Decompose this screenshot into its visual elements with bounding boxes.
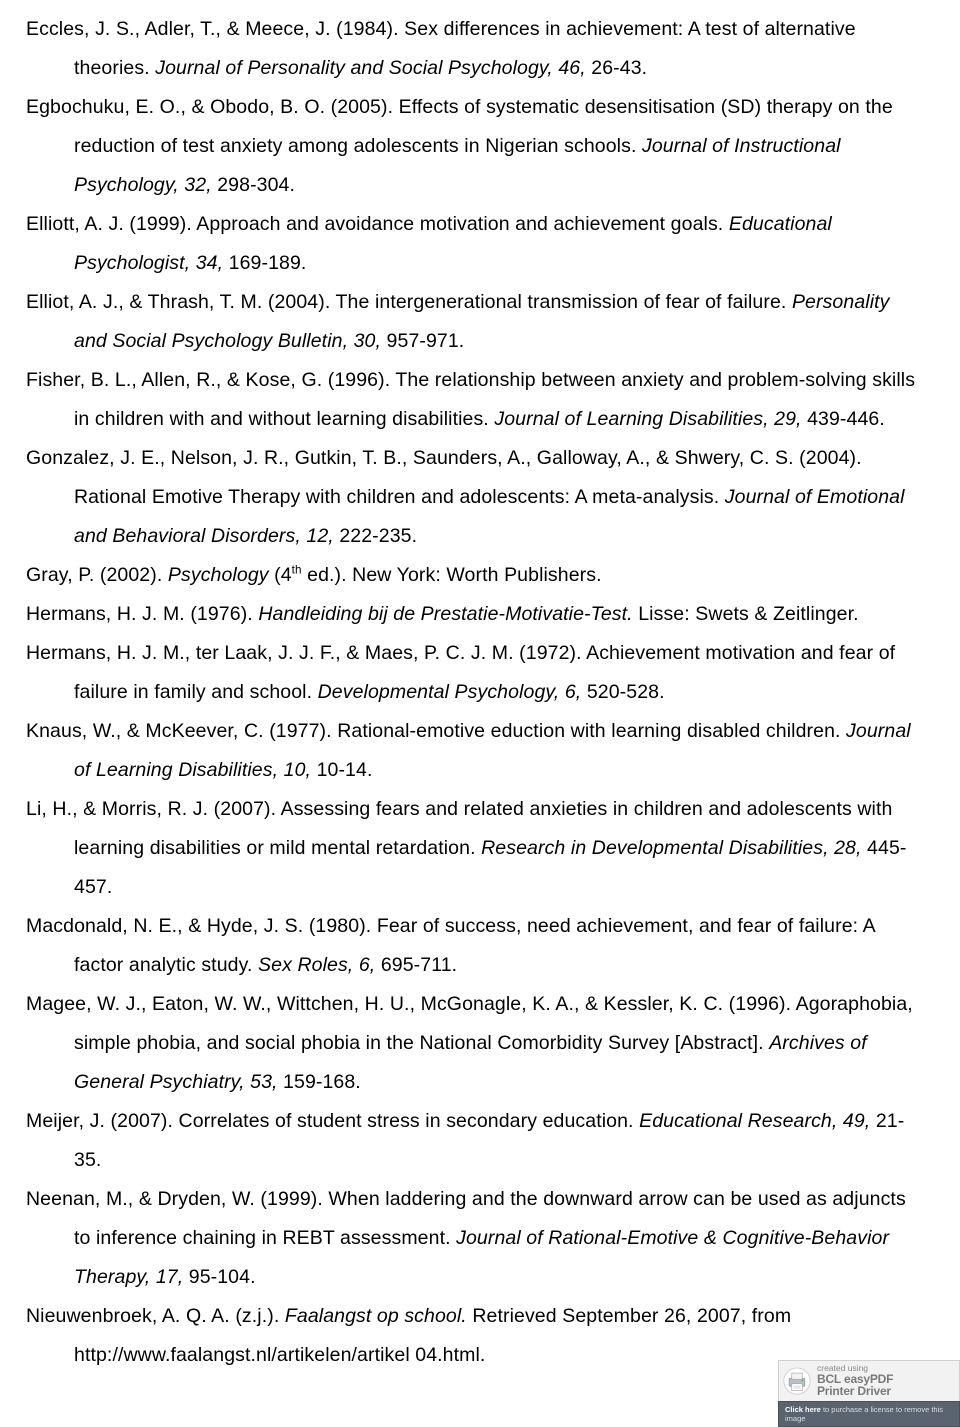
reference-text: 95-104. [183, 1266, 255, 1288]
reference-italic: Psychology [168, 564, 269, 586]
watermark-brand-line2: Printer Driver [817, 1385, 893, 1398]
reference-text: 10-14. [311, 759, 372, 781]
reference-italic: Educational Research, 49, [639, 1110, 870, 1132]
reference-text: Hermans, H. J. M. (1976). [26, 603, 258, 625]
watermark-top: created using BCL easyPDF Printer Driver [778, 1360, 960, 1401]
pdf-watermark[interactable]: created using BCL easyPDF Printer Driver… [778, 1360, 960, 1427]
reference-text: 520-528. [581, 681, 664, 703]
reference-text: 957-971. [381, 330, 464, 352]
reference-text: 695-711. [375, 954, 457, 976]
reference-entry: Hermans, H. J. M. (1976). Handleiding bi… [26, 595, 926, 634]
reference-entry: Neenan, M., & Dryden, W. (1999). When la… [26, 1180, 926, 1297]
reference-text: 439-446. [802, 408, 885, 430]
watermark-click-here[interactable]: Click here [785, 1405, 821, 1414]
reference-entry: Magee, W. J., Eaton, W. W., Wittchen, H.… [26, 985, 926, 1102]
reference-text: 298-304. [212, 174, 295, 196]
reference-text: Elliot, A. J., & Thrash, T. M. (2004). T… [26, 291, 792, 313]
reference-entry: Hermans, H. J. M., ter Laak, J. J. F., &… [26, 634, 926, 712]
reference-text: Lisse: Swets & Zeitlinger. [633, 603, 859, 625]
reference-entry: Gonzalez, J. E., Nelson, J. R., Gutkin, … [26, 439, 926, 556]
reference-italic: Faalangst op school. [285, 1305, 467, 1327]
reference-italic: Handleiding bij de Prestatie-Motivatie-T… [258, 603, 632, 625]
reference-text: 222-235. [334, 525, 417, 547]
reference-entry: Fisher, B. L., Allen, R., & Kose, G. (19… [26, 361, 926, 439]
reference-entry: Macdonald, N. E., & Hyde, J. S. (1980). … [26, 907, 926, 985]
reference-text: 159-168. [278, 1071, 361, 1093]
reference-text: 169-189. [223, 252, 306, 274]
watermark-bottom-bar[interactable]: Click here to purchase a license to remo… [778, 1401, 960, 1427]
reference-italic: Journal of Learning Disabilities, 29, [494, 408, 801, 430]
printer-icon [783, 1367, 811, 1395]
document-page: Eccles, J. S., Adler, T., & Meece, J. (1… [0, 0, 960, 1427]
reference-entry: Egbochuku, E. O., & Obodo, B. O. (2005).… [26, 88, 926, 205]
reference-text: Meijer, J. (2007). Correlates of student… [26, 1110, 639, 1132]
reference-text: Nieuwenbroek, A. Q. A. (z.j.). [26, 1305, 285, 1327]
reference-text: Knaus, W., & McKeever, C. (1977). Ration… [26, 720, 846, 742]
reference-entry: Gray, P. (2002). Psychology (4th ed.). N… [26, 556, 926, 595]
reference-entry: Elliot, A. J., & Thrash, T. M. (2004). T… [26, 283, 926, 361]
reference-entry: Meijer, J. (2007). Correlates of student… [26, 1102, 926, 1180]
reference-text: 26-43. [586, 57, 647, 79]
reference-entry: Li, H., & Morris, R. J. (2007). Assessin… [26, 790, 926, 907]
watermark-text: created using BCL easyPDF Printer Driver [817, 1364, 893, 1398]
reference-text: ed.). New York: Worth Publishers. [302, 564, 602, 586]
references-list: Eccles, J. S., Adler, T., & Meece, J. (1… [26, 10, 926, 1375]
reference-entry: Eccles, J. S., Adler, T., & Meece, J. (1… [26, 10, 926, 88]
reference-text: (4 [269, 564, 292, 586]
reference-italic: Developmental Psychology, 6, [318, 681, 582, 703]
reference-text: Elliott, A. J. (1999). Approach and avoi… [26, 213, 729, 235]
reference-italic: Research in Developmental Disabilities, … [481, 837, 861, 859]
reference-entry: Knaus, W., & McKeever, C. (1977). Ration… [26, 712, 926, 790]
reference-italic: Journal of Personality and Social Psycho… [155, 57, 586, 79]
reference-text: Gray, P. (2002). [26, 564, 168, 586]
reference-italic: Sex Roles, 6, [258, 954, 375, 976]
reference-sup: th [292, 564, 302, 577]
reference-entry: Elliott, A. J. (1999). Approach and avoi… [26, 205, 926, 283]
